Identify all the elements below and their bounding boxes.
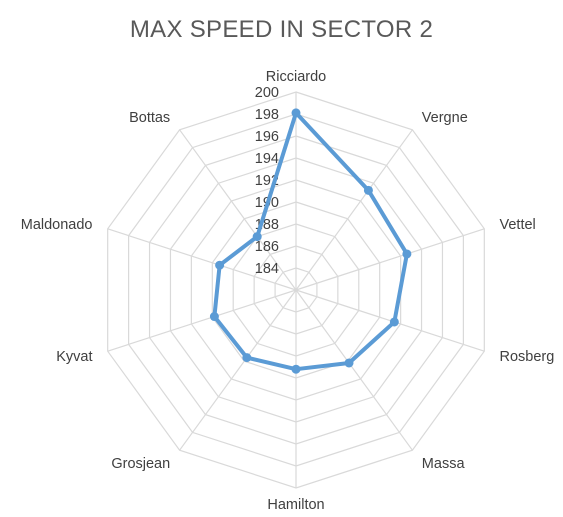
data-point <box>291 364 301 374</box>
spoke-line <box>107 228 297 291</box>
data-point <box>215 260 225 270</box>
category-label: Maldonado <box>21 217 93 233</box>
category-label: Kyvat <box>56 349 92 365</box>
category-labels: Ricciardo Vergne Vettel Rosberg Massa Hamilto… <box>21 69 555 513</box>
tick-label: 184 <box>255 261 279 277</box>
data-point <box>209 312 219 322</box>
data-point <box>242 353 252 363</box>
data-point <box>252 232 262 242</box>
spoke-line <box>179 129 297 291</box>
tick-label: 200 <box>255 85 279 101</box>
series-line <box>212 110 409 372</box>
tick-label: 194 <box>255 151 279 167</box>
category-label: Bottas <box>129 110 170 126</box>
series-layer <box>209 108 412 374</box>
category-label: Grosjean <box>111 456 170 472</box>
chart-title: MAX SPEED IN SECTOR 2 <box>129 16 434 43</box>
data-point <box>291 108 301 118</box>
grid-ring <box>148 135 444 445</box>
data-point <box>363 185 373 195</box>
grid-ring <box>211 201 381 379</box>
category-label: Vettel <box>500 217 536 233</box>
category-label: Vergne <box>422 110 468 126</box>
tick-label: 196 <box>255 129 279 145</box>
grid-ring <box>190 179 402 401</box>
data-point <box>344 358 354 368</box>
spoke-line <box>107 289 297 352</box>
grid-ring <box>169 157 423 423</box>
spoke-line <box>295 228 485 291</box>
tick-label: 198 <box>255 107 279 123</box>
category-label: Massa <box>422 456 466 472</box>
data-point <box>402 249 412 259</box>
radar-grid <box>107 91 485 489</box>
grid-ring <box>232 223 360 357</box>
grid-ring <box>107 91 485 489</box>
category-label: Ricciardo <box>266 69 326 85</box>
category-label: Rosberg <box>500 349 555 365</box>
grid-ring <box>128 113 464 467</box>
spoke-line <box>295 129 413 291</box>
data-point <box>389 317 399 327</box>
category-label: Hamilton <box>267 497 324 513</box>
spoke-line <box>179 289 297 451</box>
tick-label: 186 <box>255 239 279 255</box>
spoke-line <box>295 289 413 451</box>
grid-ring <box>274 267 318 313</box>
grid-ring <box>253 245 339 335</box>
